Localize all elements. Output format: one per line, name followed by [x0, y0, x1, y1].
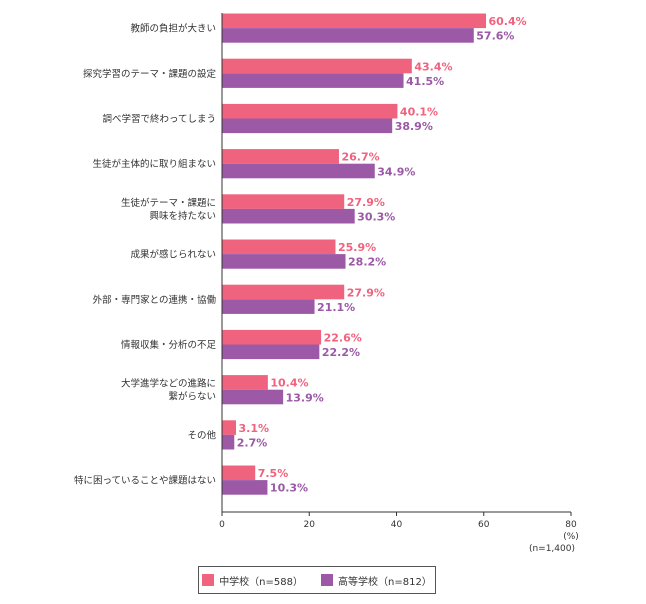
- bar: [222, 465, 256, 481]
- legend-label: 高等学校（n=812）: [338, 576, 432, 588]
- bar: [222, 284, 345, 300]
- bar: [222, 163, 375, 179]
- data-label: 57.6%: [476, 30, 514, 43]
- bar: [222, 103, 398, 119]
- category-label: 情報収集・分析の不足: [121, 339, 217, 351]
- bar: [222, 480, 268, 495]
- data-label: 40.1%: [400, 106, 438, 119]
- x-tick-label: 40: [391, 520, 403, 530]
- data-label: 7.5%: [258, 467, 289, 480]
- bar: [222, 118, 393, 134]
- sample-size-note: (n=1,400): [529, 544, 575, 554]
- data-label: 10.3%: [270, 482, 308, 495]
- data-label: 22.6%: [324, 332, 362, 345]
- bar: [222, 344, 320, 360]
- category-label: 生徒が主体的に取り組まない: [92, 158, 216, 170]
- legend-swatch: [202, 574, 215, 586]
- category-label: 特に困っていることや課題はない: [74, 475, 216, 487]
- data-label: 41.5%: [406, 75, 444, 88]
- bar: [222, 420, 237, 435]
- data-label: 34.9%: [377, 165, 415, 178]
- bar: [222, 434, 235, 450]
- legend-item-high-school: 高等学校（n=812）: [321, 573, 432, 588]
- bar-chart: 0 20 40 60 80 (%) (n=1,400) 教師の負担が大きい 60.4% 57.6%…: [74, 13, 579, 554]
- data-label: 28.2%: [348, 256, 386, 269]
- x-tick-label: 60: [478, 520, 490, 530]
- data-label: 10.4%: [270, 377, 308, 390]
- data-label: 2.7%: [237, 437, 268, 450]
- category-label: 調べ学習で終わってしまう: [102, 113, 216, 125]
- bar: [222, 375, 268, 390]
- data-label: 38.9%: [395, 120, 433, 133]
- bar: [222, 208, 355, 224]
- data-label: 3.1%: [239, 422, 270, 435]
- category-label: 成果が感じられない: [130, 249, 216, 261]
- bar: [222, 239, 336, 255]
- x-axis-unit: (%): [563, 532, 579, 542]
- x-tick-label: 80: [565, 520, 577, 530]
- category-label: 興味を持たない: [149, 210, 216, 222]
- bar: [222, 58, 412, 74]
- bar: [222, 13, 486, 29]
- data-label: 30.3%: [357, 211, 395, 224]
- data-label: 21.1%: [317, 301, 355, 314]
- data-label: 22.2%: [322, 346, 360, 359]
- data-label: 60.4%: [488, 15, 526, 28]
- data-label: 43.4%: [414, 60, 452, 73]
- bar: [222, 329, 322, 345]
- bar: [222, 149, 339, 164]
- category-label: 繋がらない: [168, 391, 216, 403]
- category-label: 教師の負担が大きい: [130, 23, 216, 35]
- bar: [222, 254, 346, 269]
- category-label: その他: [187, 429, 216, 441]
- bar: [222, 194, 345, 209]
- category-label: 生徒がテーマ・課題に: [121, 197, 216, 209]
- legend: 中学校（n=588） 高等学校（n=812）: [198, 566, 436, 594]
- data-label: 27.9%: [347, 286, 385, 299]
- category-label: 探究学習のテーマ・課題の設定: [83, 68, 217, 80]
- bar: [222, 28, 474, 43]
- x-tick-label: 0: [219, 520, 225, 530]
- bar: [222, 299, 315, 314]
- data-label: 25.9%: [338, 241, 376, 254]
- bar: [222, 73, 404, 88]
- legend-label: 中学校（n=588）: [219, 576, 303, 588]
- data-label: 13.9%: [286, 391, 324, 404]
- data-label: 26.7%: [341, 151, 379, 164]
- x-tick-label: 20: [304, 520, 316, 530]
- legend-swatch: [321, 574, 333, 586]
- category-label: 大学進学などの進路に: [121, 378, 216, 390]
- bar: [222, 389, 284, 405]
- data-label: 27.9%: [347, 196, 385, 209]
- category-label: 外部・専門家との連携・協働: [93, 294, 217, 306]
- legend-item-junior-high: 中学校（n=588）: [202, 573, 303, 588]
